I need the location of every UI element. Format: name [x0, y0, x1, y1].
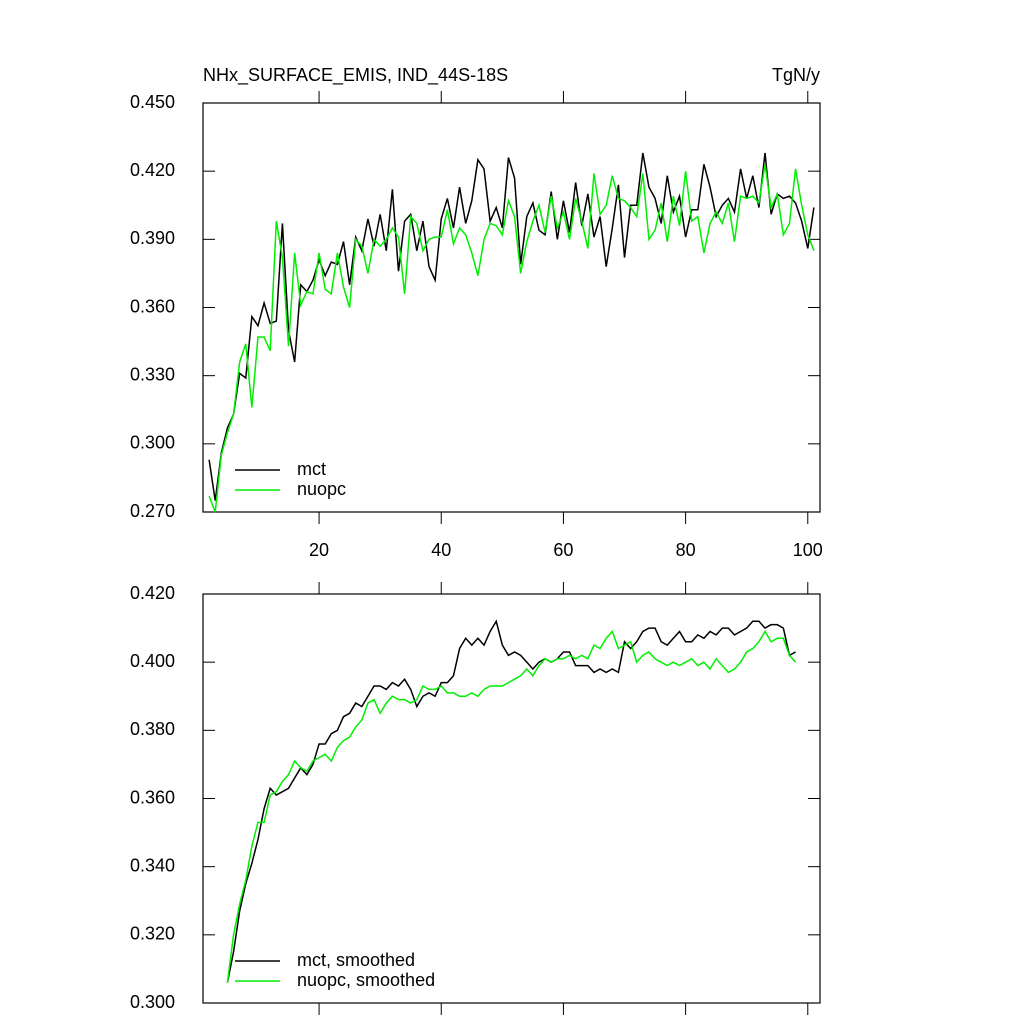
y-tick-label: 0.360 — [130, 787, 175, 807]
y-tick-label: 0.300 — [130, 992, 175, 1012]
units-label: TgN/y — [772, 65, 820, 85]
data-line — [208, 152, 815, 501]
y-tick-label: 0.330 — [130, 364, 175, 384]
legend-label: nuopc, smoothed — [297, 970, 435, 990]
y-tick-label: 0.380 — [130, 719, 175, 739]
y-tick-label: 0.360 — [130, 296, 175, 316]
data-line — [208, 164, 815, 513]
plot-frame — [202, 593, 821, 1004]
x-tick-label: 40 — [431, 540, 451, 560]
y-tick-label: 0.300 — [130, 433, 175, 453]
legend-label: mct, smoothed — [297, 950, 415, 970]
legend-label: nuopc — [297, 479, 346, 499]
legend-label: mct — [297, 459, 326, 479]
y-tick-label: 0.320 — [130, 924, 175, 944]
x-tick-label: 100 — [793, 540, 823, 560]
x-tick-label: 20 — [309, 540, 329, 560]
y-tick-label: 0.270 — [130, 501, 175, 521]
y-tick-label: 0.340 — [130, 855, 175, 875]
plot-frame — [202, 102, 821, 513]
x-tick-label: 60 — [553, 540, 573, 560]
data-line — [226, 630, 797, 983]
y-tick-label: 0.390 — [130, 228, 175, 248]
y-tick-label: 0.450 — [130, 92, 175, 112]
x-tick-label: 80 — [676, 540, 696, 560]
y-tick-label: 0.420 — [130, 160, 175, 180]
data-line — [226, 619, 796, 983]
y-tick-label: 0.400 — [130, 651, 175, 671]
y-tick-label: 0.420 — [130, 583, 175, 603]
chart-title: NHx_SURFACE_EMIS, IND_44S-18S — [203, 65, 508, 86]
